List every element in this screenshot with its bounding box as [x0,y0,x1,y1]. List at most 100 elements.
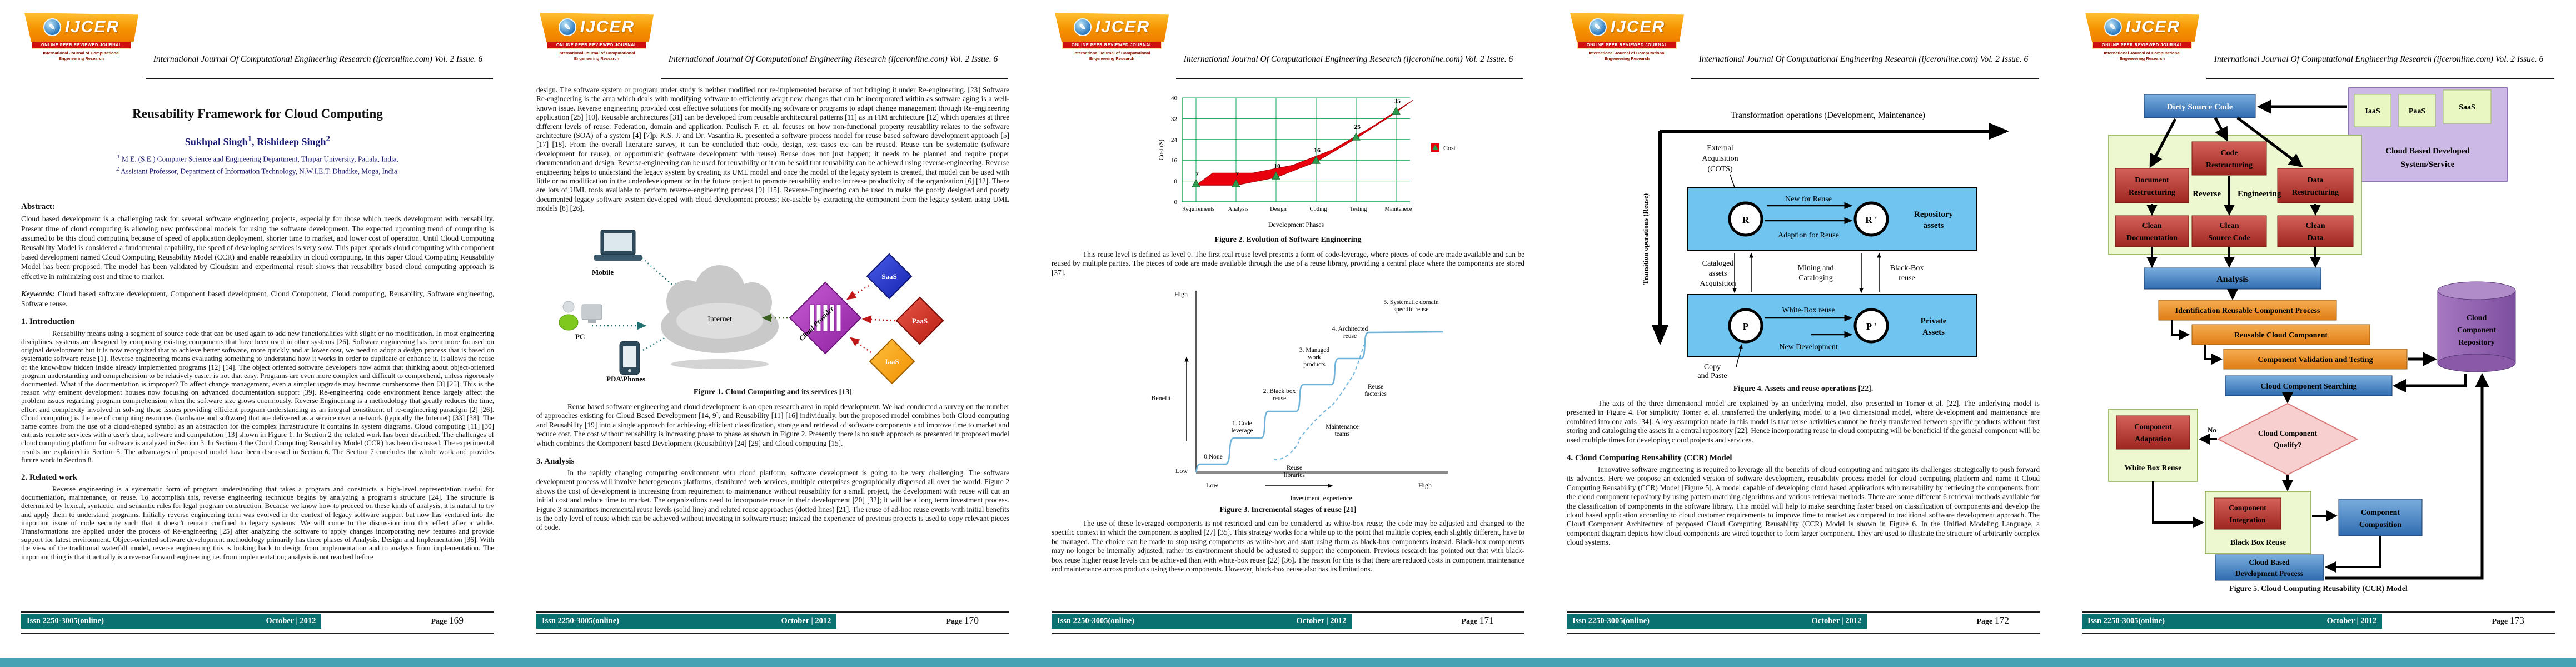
fig4-new-for-reuse: New for Reuse [1785,195,1832,203]
svg-text:Reverse: Reverse [2193,190,2221,198]
svg-text:Component: Component [2229,504,2266,512]
svg-text:Low: Low [1175,467,1188,475]
svg-text:Restructuring: Restructuring [2129,188,2175,197]
journal-title: International Journal Of Computational E… [1698,54,2029,64]
fig5-cbdp [2215,554,2324,581]
journal-title: International Journal Of Computational E… [2214,54,2544,64]
journal-title: International Journal Of Computational E… [668,54,998,64]
label-internet: Internet [707,315,732,323]
svg-text:Cloud Component: Cloud Component [2258,429,2318,437]
svg-text:Component: Component [2457,326,2496,335]
svg-text:10: 10 [1274,162,1280,170]
svg-text:Source Code: Source Code [2208,234,2250,242]
figure-2-cost-chart: 0 8 16 24 32 40 Requirements Analysis Design Codi… [1158,95,1456,228]
svg-text:0: 0 [1174,199,1178,206]
svg-text:Composition: Composition [2359,521,2401,529]
svg-text:Repository: Repository [1914,210,1953,219]
label-pc: PC [575,332,585,341]
svg-text:Restructuring: Restructuring [2206,161,2253,170]
svg-text:Data: Data [2308,176,2324,185]
svg-text:Black Box Reuse: Black Box Reuse [2230,539,2286,547]
svg-text:24: 24 [1171,137,1178,143]
footer-bar: Issn 2250-3005(online) October | 2012 [21,614,322,629]
svg-text:assets: assets [1924,221,1944,230]
svg-text:Private: Private [1921,317,1947,326]
authors: Sukhpal Singh1, Rishideep Singh2 [185,135,331,147]
label-mobile: Mobile [592,268,614,276]
ijcer-logo: ✎ IJCER ONLINE PEER REVIEWED JOURNAL Inte… [540,12,654,78]
svg-text:Component Validation and Testi: Component Validation and Testing [2258,356,2373,364]
svg-text:specific reuse: specific reuse [1394,306,1429,313]
ijcer-logo: ✎ IJCER ONLINE PEER REVIEWED JOURNAL Inte… [1055,12,1169,78]
fig4-repository-assets-label: Repository assets [1914,210,1953,230]
journal-title: International Journal Of Computational E… [1183,54,1513,64]
svg-text:leverage: leverage [1232,427,1253,434]
svg-text:High: High [1418,481,1432,489]
fig4-new-development: New Development [1779,343,1837,351]
svg-text:Repository: Repository [2458,339,2494,347]
svg-text:reuse: reuse [1343,333,1357,340]
svg-text:Analysis: Analysis [2216,275,2249,284]
svg-text:16: 16 [1171,157,1178,164]
svg-text:P: P [1743,321,1748,332]
page2-paragraph-1: design. The software system or program u… [536,86,1009,213]
svg-text:Dirty Source Code: Dirty Source Code [2167,103,2233,112]
section-4-text: Innovative software engineering is requi… [1567,465,2040,547]
fig5-validation [2223,349,2408,370]
saas-diamond: SaaS [866,253,913,300]
svg-text:Code: Code [2220,149,2238,157]
figure-3-reuse-stages-chart: High Low Benefit Low High Investment, experie… [1151,290,1448,502]
page-footer: Issn 2250-3005(online) October | 2012 Pag… [536,611,1009,634]
svg-text:Testing: Testing [1350,206,1368,212]
svg-text:White Box Reuse: White Box Reuse [2125,464,2182,472]
svg-text:Qualify?: Qualify? [2274,441,2301,449]
svg-text:products: products [1303,361,1326,368]
globe-icon: ✎ [43,18,61,36]
svg-text:work: work [1308,354,1321,361]
page3-paragraph-1: This reuse level is defined as level 0. … [1052,250,1524,277]
svg-text:Cloud Based Developed: Cloud Based Developed [2385,147,2470,156]
page-169: ✎ IJCER ONLINE PEER REVIEWED JOURNAL Int… [0,0,515,667]
abstract-text: Cloud based development is a challenging… [21,215,494,281]
abstract-heading: Abstract: [21,202,55,212]
svg-text:Benefit: Benefit [1151,394,1171,402]
svg-text:Analysis: Analysis [1228,206,1249,212]
footer-issn: Issn 2250-3005(online) [27,616,104,625]
svg-text:factories: factories [1364,391,1387,397]
section-2-text: Reverse engineering is a systematic form… [21,485,494,561]
svg-text:Clean: Clean [2220,222,2239,230]
svg-text:Documentation: Documentation [2126,234,2178,242]
svg-text:5. Systematic domain: 5. Systematic domain [1383,299,1439,306]
svg-text:Requirements: Requirements [1182,206,1214,212]
svg-text:R ': R ' [1865,215,1877,225]
header-rule [2206,78,2554,79]
svg-text:and Paste: and Paste [1697,372,1727,380]
figure-4-assets-diagram: Transformation operations (Development, … [1641,111,2009,380]
bottom-strip [0,658,2576,667]
svg-text:Component: Component [2361,509,2400,517]
svg-text:7: 7 [1195,170,1199,177]
svg-text:SaaS: SaaS [2459,103,2475,112]
svg-text:External: External [1707,144,1733,152]
svg-text:PaaS: PaaS [2409,107,2426,116]
globe-icon: ✎ [2104,18,2122,36]
pda-phone-icon [619,341,640,375]
page-173: ✎ IJCER ONLINE PEER REVIEWED JOURNAL Inte… [2061,0,2576,667]
page-footer: Issn 2250-3005(online) October | 2012 Pag… [1052,611,1524,634]
svg-text:Clean: Clean [2306,222,2325,230]
svg-text:Assets: Assets [1922,328,1945,337]
svg-text:25: 25 [1354,123,1361,131]
figure-4-caption: Figure 4. Assets and reuse operations [2… [1733,385,1874,393]
svg-text:Cataloging: Cataloging [1798,274,1832,282]
svg-text:Development Process: Development Process [2235,569,2303,578]
ijcer-logo-banner: ✎ IJCER [24,13,138,42]
section-1-heading: 1. Introduction [21,317,75,326]
svg-text:Cloud Based: Cloud Based [2249,558,2290,566]
page-170: ✎ IJCER ONLINE PEER REVIEWED JOURNAL Inte… [515,0,1030,667]
svg-text:Design: Design [1270,206,1287,212]
footer-page-number: Page 169 [431,615,464,626]
svg-text:libraries: libraries [1284,472,1305,479]
svg-text:40: 40 [1171,95,1178,102]
fig5-identification [2158,300,2337,321]
